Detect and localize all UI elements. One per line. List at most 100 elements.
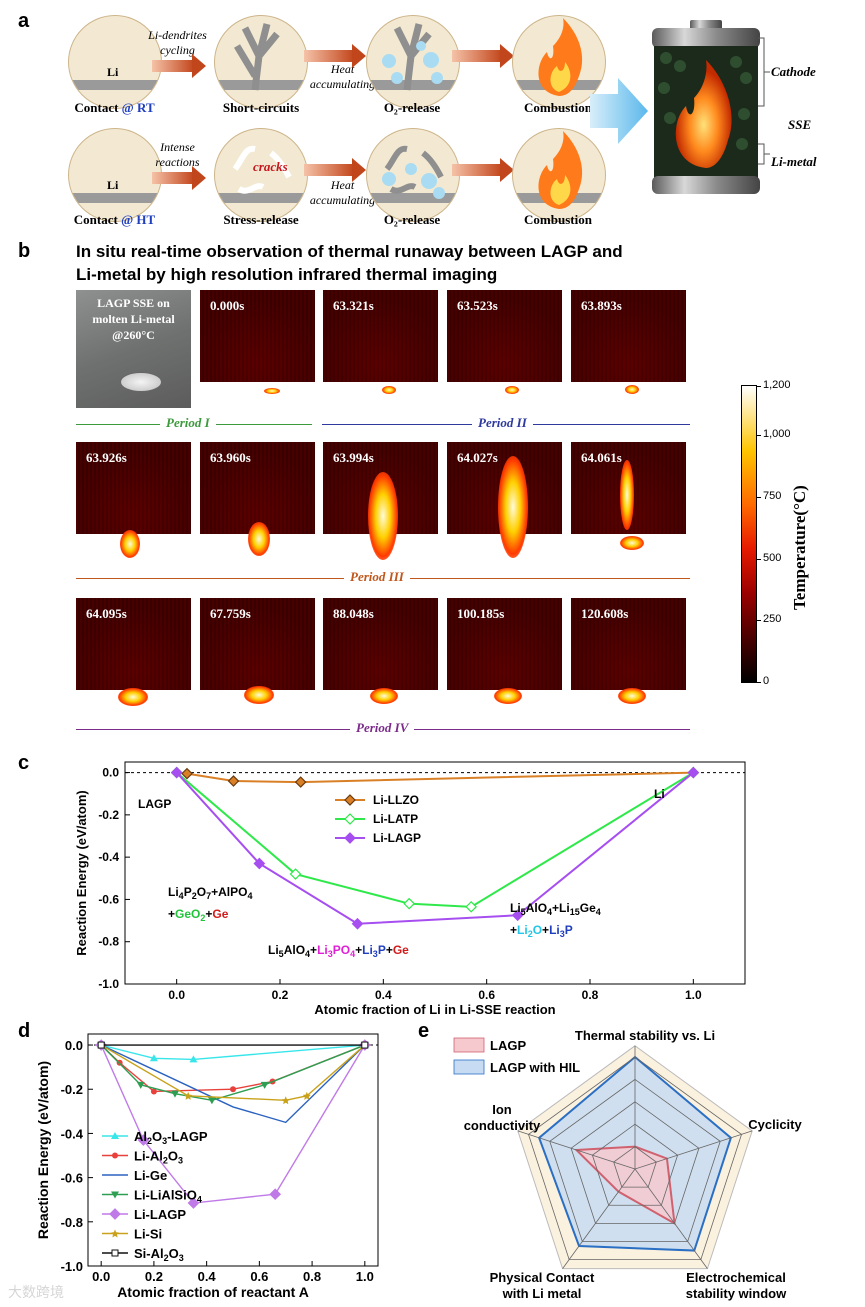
thermal-frame: 100.185s: [447, 598, 562, 690]
y-tick-label: -0.4: [98, 850, 119, 864]
legend-label: Li-Si: [134, 1227, 162, 1242]
cathode-label: Cathode: [771, 64, 816, 79]
o2-release-circle-2: [366, 128, 460, 222]
flame-icon: [538, 131, 583, 209]
contact-rt-caption: Contact @ RT: [74, 100, 155, 115]
frame-timestamp: 63.893s: [581, 298, 622, 313]
legend-label: Li-LAGP: [134, 1207, 186, 1222]
data-point: [351, 917, 364, 930]
cracks-label: cracks: [253, 159, 288, 174]
legend-label: LAGP with HIL: [490, 1060, 580, 1075]
thermal-frame: 0.000s: [200, 290, 315, 382]
colorbar-tick: [756, 386, 761, 387]
series-line: [101, 1044, 365, 1061]
sse-label: SSE: [788, 117, 812, 132]
series-line: [100, 1044, 366, 1124]
data-point: [260, 1081, 269, 1089]
data-point: [150, 1088, 157, 1095]
data-point: [687, 766, 700, 779]
data-point: [137, 1134, 150, 1146]
thermal-frame: 120.608s: [571, 598, 686, 690]
legend-label: Si-Al2O3: [134, 1246, 184, 1263]
x-tick-label: 0.8: [303, 1269, 321, 1284]
li-label: Li: [107, 65, 119, 79]
series-line-Li-LAGP: [175, 771, 694, 925]
o2-bubbles-icon: [382, 23, 443, 91]
thermal-frame: 63.893s: [571, 290, 686, 382]
panel-b-title: In situ real-time observation of thermal…: [76, 242, 623, 284]
radar-axis-label: Thermal stability vs. Li: [575, 1028, 715, 1043]
annotation-products-3b: +Li2O+Li3P: [510, 923, 573, 939]
thermal-frame: 64.095s: [76, 598, 191, 690]
legend-marker: [111, 1229, 119, 1238]
frame-timestamp: 88.048s: [333, 606, 374, 621]
combustion-caption: Combustion: [524, 100, 592, 115]
battery-brackets: [758, 37, 770, 165]
li-metal-label: Li-metal: [771, 154, 817, 169]
x-axis-label: Atomic fraction of reactant A: [117, 1284, 309, 1300]
frame-timestamp: 0.000s: [210, 298, 245, 313]
period-4-arrow: Period IV: [76, 720, 690, 736]
radar-axis-label: with Li metal: [502, 1286, 582, 1301]
period-2-arrow: Period II: [322, 415, 690, 431]
legend-label: Li-LATP: [373, 812, 418, 826]
data-point: [269, 1188, 282, 1201]
arrow-6: [452, 158, 514, 182]
period-1-arrow: Period I: [76, 415, 312, 431]
flame-icon: [538, 18, 583, 96]
data-point: [253, 857, 266, 870]
data-point: [149, 1054, 158, 1062]
data-point: [171, 1090, 179, 1098]
data-point: [281, 1096, 290, 1105]
frame-timestamp: 67.759s: [210, 606, 251, 621]
colorbar-label: Temperature(°C): [790, 485, 809, 610]
y-axis-label: Reaction Energy (eV/atom): [74, 790, 89, 955]
legend-marker: [344, 813, 356, 825]
arrow-1: [152, 54, 206, 78]
frame-timestamp: 63.960s: [210, 450, 251, 465]
series-line: [100, 1044, 366, 1102]
thermal-frame: 63.960s: [200, 442, 315, 534]
temperature-colorbar: [741, 385, 757, 683]
radar-grid: [549, 1078, 721, 1242]
x-tick-label: 0.2: [145, 1269, 163, 1284]
frame-timestamp: 64.061s: [581, 450, 622, 465]
panel-e-letter: e: [418, 1020, 430, 1042]
o2-release-caption: O₂-release: [383, 100, 441, 115]
colorbar-tick: [756, 497, 761, 498]
series-line-Li-LATP: [176, 771, 694, 908]
legend-marker: [109, 1208, 121, 1220]
x-tick-label: 0.4: [375, 988, 392, 1002]
annotation-products-2: Li5AlO4+Li3PO4+Li3P+Ge: [268, 943, 409, 959]
thermal-frame: 63.926s: [76, 442, 191, 534]
x-tick-label: 1.0: [685, 988, 702, 1002]
legend-label: Li-LAGP: [373, 831, 421, 845]
arrow-2: [304, 44, 366, 68]
arrow1-label: Li-dendrites cycling: [148, 28, 207, 57]
frame-timestamp: 63.994s: [333, 450, 374, 465]
x-tick-label: 0.6: [478, 988, 495, 1002]
radar-grid: [591, 1123, 679, 1206]
legend-label: Li-Al2O3: [134, 1149, 183, 1166]
x-tick-label: 0.6: [250, 1269, 268, 1284]
x-tick-label: 1.0: [356, 1269, 374, 1284]
legend-marker: [344, 794, 356, 806]
combustion-circle-2: [512, 128, 606, 222]
legend-marker: [111, 1249, 119, 1257]
chart-d: 0.0 -0.2 -0.4 -0.6 -0.8 -1.0 0.0 0.2 0.4 0.6 0.8 1.…: [35, 1033, 379, 1300]
radar-grid: [613, 1146, 657, 1188]
data-point: [97, 1041, 105, 1049]
y-tick-label: -0.6: [61, 1171, 83, 1186]
legend-swatch: [453, 1037, 485, 1053]
radar-grid: [528, 1056, 742, 1261]
panel-a-letter: a: [18, 10, 30, 32]
y-tick-label: -0.2: [98, 808, 119, 822]
annotation-lagp: LAGP: [138, 797, 171, 811]
lagp-photo: LAGP SSE on molten Li-metal @260°C: [76, 290, 191, 408]
data-point: [289, 868, 302, 880]
panel-d-letter: d: [18, 1020, 31, 1042]
data-point: [465, 900, 478, 913]
annotation-li: Li: [654, 787, 665, 801]
period-3-arrow: Period III: [76, 569, 690, 585]
thermal-frame: 88.048s: [323, 598, 438, 690]
